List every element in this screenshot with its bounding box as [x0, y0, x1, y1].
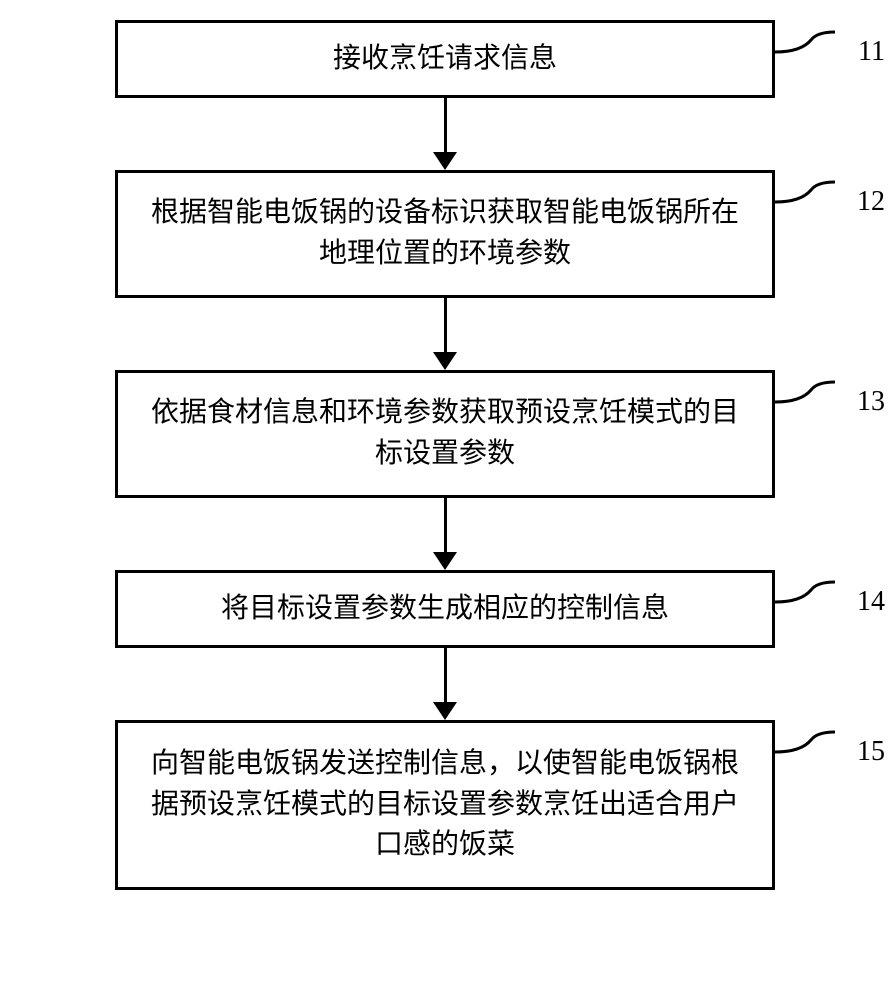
- label-branch-1: 11: [775, 30, 885, 66]
- flow-box-3: 依据食材信息和环境参数获取预设烹饪模式的目标设置参数: [115, 370, 775, 498]
- connector-2-3: [425, 298, 465, 370]
- label-branch-5: 15: [775, 730, 885, 766]
- flow-box-5-text: 向智能电饭锅发送控制信息，以使智能电饭锅根据预设烹饪模式的目标设置参数烹饪出适合…: [138, 744, 752, 866]
- connector-line: [444, 498, 447, 553]
- step-number-1: 11: [858, 36, 885, 68]
- connector-3-4: [425, 498, 465, 570]
- flow-box-4-text: 将目标设置参数生成相应的控制信息: [221, 589, 669, 630]
- arrow-down-icon: [433, 152, 457, 170]
- flow-box-2: 根据智能电饭锅的设备标识获取智能电饭锅所在地理位置的环境参数: [115, 170, 775, 298]
- flow-step-1: 接收烹饪请求信息 11: [115, 20, 775, 98]
- connector-line: [444, 648, 447, 703]
- arrow-down-icon: [433, 702, 457, 720]
- step-number-4: 14: [857, 586, 885, 618]
- connector-line: [444, 298, 447, 353]
- connector-4-5: [425, 648, 465, 720]
- step-number-3: 13: [857, 386, 885, 418]
- label-branch-3: 13: [775, 380, 885, 416]
- flow-step-2: 根据智能电饭锅的设备标识获取智能电饭锅所在地理位置的环境参数 12: [115, 170, 775, 298]
- flow-box-3-text: 依据食材信息和环境参数获取预设烹饪模式的目标设置参数: [138, 393, 752, 474]
- connector-line: [444, 98, 447, 153]
- arrow-down-icon: [433, 552, 457, 570]
- connector-1-2: [425, 98, 465, 170]
- flow-step-5: 向智能电饭锅发送控制信息，以使智能电饭锅根据预设烹饪模式的目标设置参数烹饪出适合…: [115, 720, 775, 890]
- flow-step-3: 依据食材信息和环境参数获取预设烹饪模式的目标设置参数 13: [115, 370, 775, 498]
- label-branch-4: 14: [775, 580, 885, 616]
- arrow-down-icon: [433, 352, 457, 370]
- flow-box-5: 向智能电饭锅发送控制信息，以使智能电饭锅根据预设烹饪模式的目标设置参数烹饪出适合…: [115, 720, 775, 890]
- step-number-2: 12: [857, 186, 885, 218]
- flow-box-1: 接收烹饪请求信息: [115, 20, 775, 98]
- step-number-5: 15: [857, 736, 885, 768]
- flowchart-container: 接收烹饪请求信息 11 根据智能电饭锅的设备标识获取智能电饭锅所在地理位置的环境…: [60, 20, 830, 890]
- flow-box-4: 将目标设置参数生成相应的控制信息: [115, 570, 775, 648]
- flow-box-2-text: 根据智能电饭锅的设备标识获取智能电饭锅所在地理位置的环境参数: [138, 193, 752, 274]
- flow-step-4: 将目标设置参数生成相应的控制信息 14: [115, 570, 775, 648]
- flow-box-1-text: 接收烹饪请求信息: [333, 39, 557, 80]
- label-branch-2: 12: [775, 180, 885, 216]
